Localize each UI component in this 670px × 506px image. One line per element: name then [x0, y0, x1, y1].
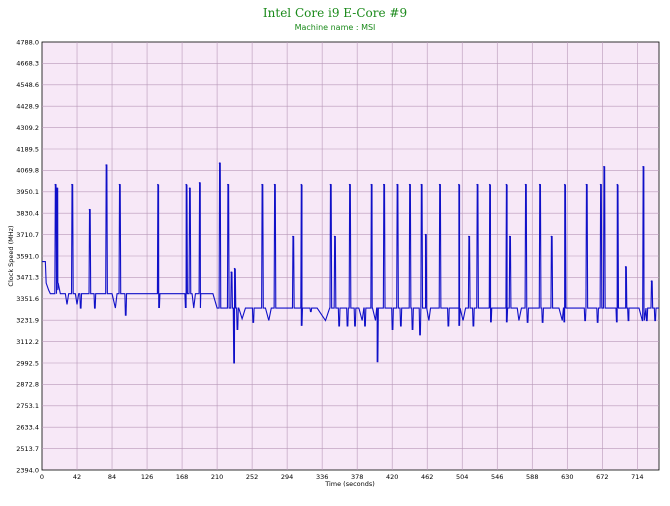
x-tick-label: 588: [526, 473, 538, 481]
y-tick-label: 4548.6: [16, 81, 39, 89]
data-point-spike: [198, 182, 201, 184]
y-tick-label: 2753.1: [16, 402, 39, 410]
y-tick-label: 3351.6: [16, 295, 39, 303]
data-point-spike: [420, 183, 423, 186]
data-point-spike: [616, 183, 619, 186]
data-point-spike: [550, 235, 553, 238]
data-point-spike: [348, 183, 351, 186]
x-tick-label: 420: [386, 473, 398, 481]
y-tick-label: 3950.1: [16, 188, 39, 196]
data-point-spike: [157, 183, 159, 186]
series-layer: [42, 162, 659, 364]
y-tick-label: 2513.7: [16, 445, 39, 453]
y-tick-label: 4428.9: [16, 103, 39, 111]
y-tick-label: 4189.5: [16, 145, 39, 153]
data-point-spike: [118, 183, 121, 186]
chart-title: Intel Core i9 E-Core #9: [263, 6, 407, 20]
data-point-spike: [333, 235, 336, 238]
x-tick-label: 294: [281, 473, 293, 481]
y-axis-ticks: 2394.0 2513.7 2633.4 2753.1 2872.8 2992.5 3112…: [16, 38, 39, 474]
x-tick-label: 210: [211, 473, 223, 481]
data-point-spike: [424, 233, 427, 236]
data-point-spike: [468, 235, 470, 238]
x-tick-label: 672: [596, 473, 608, 481]
x-tick-label: 378: [351, 473, 363, 481]
data-point-spike: [488, 183, 491, 186]
data-point-spike: [396, 183, 398, 186]
data-point-spike: [105, 164, 108, 166]
y-tick-label: 3471.3: [16, 274, 39, 282]
y-tick-label: 2394.0: [16, 466, 39, 474]
data-point-spike: [230, 271, 233, 274]
data-point-spike: [538, 183, 541, 186]
y-tick-label: 3830.4: [16, 210, 39, 218]
data-point-spike: [458, 183, 460, 186]
data-point-spike: [642, 165, 644, 168]
x-axis-ticks: 0 42 84 126 168 210 252 294 336 378 420 462 504 546 58…: [40, 473, 644, 481]
series-line-clock-speed: [42, 162, 659, 364]
y-tick-label: 3112.2: [16, 338, 39, 346]
x-tick-label: 546: [491, 473, 503, 481]
data-point-spike: [508, 235, 511, 238]
data-point-spike: [505, 183, 508, 186]
y-tick-label: 4069.8: [16, 167, 39, 175]
x-tick-label: 252: [246, 473, 258, 481]
x-tick-label: 336: [316, 473, 328, 481]
y-axis-label: Clock Speed (MHz): [7, 225, 15, 286]
data-point-spike: [438, 183, 441, 186]
y-tick-label: 2992.5: [16, 359, 39, 367]
y-tick-label: 4788.0: [16, 38, 39, 46]
chart-subtitle: Machine name : MSI: [295, 23, 376, 32]
x-axis-label: Time (seconds): [324, 480, 375, 488]
x-tick-label: 126: [141, 473, 153, 481]
data-point-spike: [261, 183, 263, 186]
x-tick-label: 504: [456, 473, 468, 481]
data-point-spike: [603, 165, 605, 168]
data-point-spike: [300, 183, 303, 186]
y-tick-label: 4309.2: [16, 124, 39, 132]
data-point-spike: [329, 183, 332, 186]
data-point-spike: [54, 183, 57, 186]
x-tick-label: 168: [176, 473, 188, 481]
data-point-spike: [599, 183, 602, 186]
x-tick-label: 462: [421, 473, 433, 481]
data-point-spike: [185, 183, 188, 186]
data-point-spike: [227, 183, 229, 186]
data-point-spike: [476, 183, 479, 186]
y-tick-label: 2872.8: [16, 381, 39, 389]
data-point-spike: [408, 183, 411, 186]
data-point-spike: [650, 280, 653, 283]
data-point-spike: [563, 183, 566, 186]
data-point-spike: [370, 183, 373, 186]
data-point-spike: [585, 183, 588, 186]
data-point-spike: [233, 267, 236, 270]
data-point-spike: [524, 183, 527, 186]
x-tick-label: 714: [631, 473, 643, 481]
y-tick-label: 3231.9: [16, 317, 39, 325]
data-point-spike: [88, 208, 91, 211]
x-tick-label: 0: [40, 473, 44, 481]
data-point-spike: [292, 235, 294, 238]
y-tick-label: 3710.7: [16, 231, 39, 239]
data-point-spike: [218, 162, 221, 165]
data-point-spike: [71, 183, 73, 186]
x-tick-label: 42: [73, 473, 81, 481]
data-point-spike: [273, 183, 276, 186]
x-tick-label: 630: [561, 473, 573, 481]
y-tick-label: 2633.4: [16, 424, 39, 432]
data-point-spike: [624, 266, 627, 268]
data-point-spike: [56, 187, 58, 190]
data-point-spike: [188, 187, 191, 190]
x-tick-label: 84: [108, 473, 116, 481]
y-tick-label: 4668.3: [16, 60, 39, 68]
y-tick-label: 3591.0: [16, 252, 39, 260]
data-point-spike: [383, 183, 385, 186]
